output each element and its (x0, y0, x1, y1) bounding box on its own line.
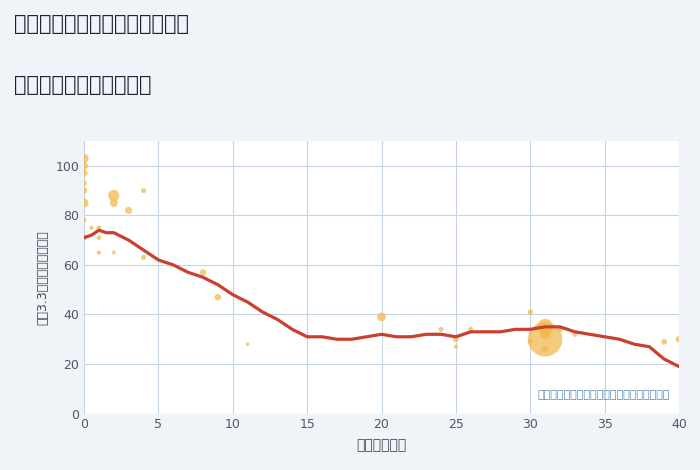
Point (465, 326, 476, 333)
Point (108, 192, 119, 199)
Point (197, 268, 209, 276)
Point (78, 234, 90, 242)
Point (93, 249, 104, 256)
Point (212, 293, 223, 301)
X-axis label: 築年数（年）: 築年数（年） (356, 439, 407, 453)
Point (86, 224, 97, 232)
Point (93, 234, 104, 242)
Point (673, 336, 685, 343)
Point (78, 170, 90, 177)
Point (525, 338, 536, 345)
Point (540, 336, 551, 343)
Point (78, 155, 90, 162)
Point (569, 330, 580, 338)
Point (540, 323, 551, 330)
Text: 円の大きさは、取引のあった物件面積を示す: 円の大きさは、取引のあった物件面積を示す (538, 390, 670, 400)
Point (78, 187, 90, 194)
Point (540, 330, 551, 338)
Text: 兵庫県川辺郡猪名川町柏梨田の: 兵庫県川辺郡猪名川町柏梨田の (14, 14, 189, 34)
Point (659, 338, 670, 345)
Text: 築年数別中古戸建て価格: 築年数別中古戸建て価格 (14, 75, 151, 95)
Point (78, 162, 90, 170)
Point (108, 199, 119, 207)
Point (242, 340, 253, 348)
Point (540, 345, 551, 353)
Y-axis label: 坪（3.3㎡）単価（万円）: 坪（3.3㎡）単価（万円） (36, 230, 50, 325)
Point (525, 308, 536, 316)
Point (78, 199, 90, 207)
Point (108, 249, 119, 256)
Point (78, 217, 90, 224)
Point (78, 180, 90, 187)
Point (138, 254, 149, 261)
Point (435, 326, 447, 333)
Point (450, 336, 461, 343)
Point (93, 224, 104, 232)
Point (138, 187, 149, 194)
Point (123, 207, 134, 214)
Point (450, 343, 461, 351)
Point (376, 313, 387, 321)
Point (554, 326, 566, 333)
